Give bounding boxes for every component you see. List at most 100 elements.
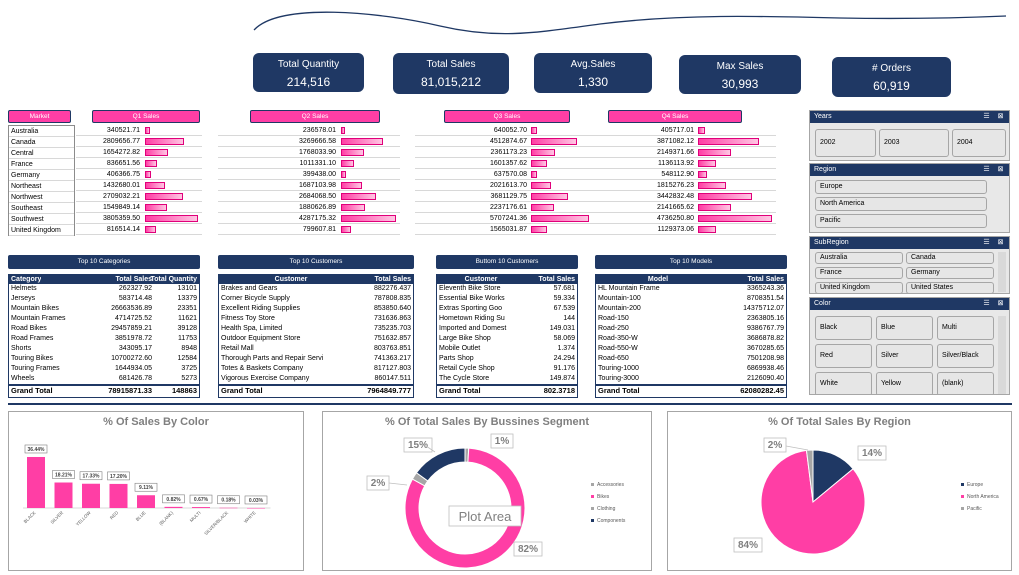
table-row[interactable]: Touring-3000 2126090.40 bbox=[596, 374, 786, 384]
chart-sales-by-segment[interactable]: % Of Total Sales By Bussines Segment Plo… bbox=[322, 411, 652, 571]
multi-select-icon[interactable]: ☰ bbox=[983, 300, 990, 307]
slicer-item-multi[interactable]: Multi bbox=[937, 316, 994, 340]
table-row[interactable]: Mountain Bikes 26663536.89 23351 bbox=[9, 304, 199, 314]
bar[interactable] bbox=[82, 483, 100, 508]
table-row[interactable]: Road-250 9386767.79 bbox=[596, 324, 786, 334]
table-row[interactable]: Health Spa, Limited 735235.703 bbox=[219, 324, 413, 334]
chart-sales-by-color[interactable]: % Of Sales By Color 36.44% BLACK 18.21% SIL… bbox=[8, 411, 304, 571]
table-row[interactable]: Vigorous Exercise Company 860147.511 bbox=[219, 374, 413, 384]
kpi-label: Avg.Sales bbox=[570, 59, 616, 70]
table-row[interactable]: Touring Frames 1644934.05 3725 bbox=[9, 364, 199, 374]
multi-select-icon[interactable]: ☰ bbox=[983, 239, 990, 246]
slicer-item-white[interactable]: White bbox=[815, 372, 872, 394]
slicer-item-australia[interactable]: Australia bbox=[815, 252, 903, 264]
market-row[interactable]: Southeast bbox=[9, 203, 74, 214]
slicer-item-silver[interactable]: Silver bbox=[876, 344, 933, 368]
bar[interactable] bbox=[27, 456, 45, 508]
table-row[interactable]: Wheels 681426.78 5273 bbox=[9, 374, 199, 384]
pie-slice[interactable] bbox=[805, 449, 814, 503]
table-row[interactable]: Hometown Riding Su 144 bbox=[437, 314, 577, 324]
table-row[interactable]: Mobile Outlet 1.374 bbox=[437, 344, 577, 354]
slicer-item-yellow[interactable]: Yellow bbox=[876, 372, 933, 394]
table-row[interactable]: Thorough Parts and Repair Servi 741363.21… bbox=[219, 354, 413, 364]
slicer-item-silver-black[interactable]: Silver/Black bbox=[937, 344, 994, 368]
slicer-item-2004[interactable]: 2004 bbox=[952, 129, 1006, 157]
multi-select-icon[interactable]: ☰ bbox=[983, 113, 990, 120]
table-row[interactable]: Retail Mall 803763.851 bbox=[219, 344, 413, 354]
table-row[interactable]: Road-150 2363805.16 bbox=[596, 314, 786, 324]
slicer-item-black[interactable]: Black bbox=[815, 316, 872, 340]
slicer-item-europe[interactable]: Europe bbox=[815, 180, 987, 194]
bar[interactable] bbox=[247, 507, 265, 509]
table-row[interactable]: Corner Bicycle Supply 787808.835 bbox=[219, 294, 413, 304]
slicer-item-germany[interactable]: Germany bbox=[906, 267, 994, 279]
table-row[interactable]: Mountain-200 14375712.07 bbox=[596, 304, 786, 314]
table-row[interactable]: Fitness Toy Store 731636.863 bbox=[219, 314, 413, 324]
table-row[interactable]: Imported and Domest 149.031 bbox=[437, 324, 577, 334]
slicer-item-blank[interactable]: (blank) bbox=[937, 372, 994, 394]
bar[interactable] bbox=[164, 506, 183, 508]
bar[interactable] bbox=[109, 483, 128, 508]
clear-filter-icon[interactable]: ⊠ bbox=[997, 239, 1004, 246]
table-row[interactable]: Touring Bikes 10700272.60 12584 bbox=[9, 354, 199, 364]
table-row[interactable]: Helmets 262327.92 13101 bbox=[9, 284, 199, 294]
table-row[interactable]: Road Bikes 29457859.21 39128 bbox=[9, 324, 199, 334]
chart-sales-by-region[interactable]: % Of Total Sales By Region 14% 84% 2% Europ… bbox=[667, 411, 1012, 571]
table-row[interactable]: Shorts 343095.17 8948 bbox=[9, 344, 199, 354]
slicer-scrollbar[interactable] bbox=[998, 252, 1006, 292]
table-row[interactable]: Eleventh Bike Store 57.681 bbox=[437, 284, 577, 294]
slicer-item-red[interactable]: Red bbox=[815, 344, 872, 368]
market-row[interactable]: Northeast bbox=[9, 181, 74, 192]
clear-filter-icon[interactable]: ⊠ bbox=[997, 300, 1004, 307]
table-cell: Excellent Riding Supplies bbox=[221, 305, 300, 312]
market-row[interactable]: United Kingdom bbox=[9, 225, 74, 236]
table-row[interactable]: Touring-1000 6869938.46 bbox=[596, 364, 786, 374]
table-row[interactable]: Mountain Frames 4714725.52 11621 bbox=[9, 314, 199, 324]
table-row[interactable]: Brakes and Gears 882276.437 bbox=[219, 284, 413, 294]
slicer-item-blue[interactable]: Blue bbox=[876, 316, 933, 340]
market-row[interactable]: Australia bbox=[9, 126, 74, 137]
bar[interactable] bbox=[192, 507, 210, 508]
table-row[interactable]: Parts Shop 24.294 bbox=[437, 354, 577, 364]
slicer-item-france[interactable]: France bbox=[815, 267, 903, 279]
bar[interactable] bbox=[137, 495, 155, 508]
slicer-item-pacific[interactable]: Pacific bbox=[815, 214, 987, 228]
market-row[interactable]: Central bbox=[9, 148, 74, 159]
table-row[interactable]: Road-650 7501208.98 bbox=[596, 354, 786, 364]
market-row[interactable]: France bbox=[9, 159, 74, 170]
slicer-item-north-america[interactable]: North America bbox=[815, 197, 987, 211]
table-row[interactable]: Road-350-W 3686878.82 bbox=[596, 334, 786, 344]
multi-select-icon[interactable]: ☰ bbox=[983, 166, 990, 173]
slicer-item-2002[interactable]: 2002 bbox=[815, 129, 876, 157]
plot-area-tooltip bbox=[448, 505, 522, 527]
market-row[interactable]: Southwest bbox=[9, 214, 74, 225]
table-row[interactable]: Outdoor Equipment Store 751632.857 bbox=[219, 334, 413, 344]
table-row[interactable]: Extras Sporting Goo 67.539 bbox=[437, 304, 577, 314]
table-row[interactable]: Excellent Riding Supplies 853850.640 bbox=[219, 304, 413, 314]
table-row[interactable]: Retail Cycle Shop 91.176 bbox=[437, 364, 577, 374]
table-row[interactable]: Jerseys 583714.48 13379 bbox=[9, 294, 199, 304]
slicer-item-2003[interactable]: 2003 bbox=[879, 129, 949, 157]
table-row[interactable]: Road Frames 3851978.72 11753 bbox=[9, 334, 199, 344]
market-row[interactable]: Germany bbox=[9, 170, 74, 181]
clear-filter-icon[interactable]: ⊠ bbox=[997, 113, 1004, 120]
slicer-item-united-kingdom[interactable]: United Kingdom bbox=[815, 282, 903, 293]
table-row[interactable]: The Cycle Store 149.874 bbox=[437, 374, 577, 384]
slicer-item-united-states[interactable]: United States bbox=[906, 282, 994, 293]
table-row[interactable]: HL Mountain Frame 3365243.36 bbox=[596, 284, 786, 294]
table-row[interactable]: Totes & Baskets Company 817127.803 bbox=[219, 364, 413, 374]
bar[interactable] bbox=[219, 507, 238, 509]
table-row[interactable]: Large Bike Shop 58.069 bbox=[437, 334, 577, 344]
slicer-item-canada[interactable]: Canada bbox=[906, 252, 994, 264]
table-row[interactable]: Road-550-W 3670285.65 bbox=[596, 344, 786, 354]
slicer-scrollbar[interactable] bbox=[998, 316, 1006, 394]
bar[interactable] bbox=[54, 482, 73, 508]
donut-slice[interactable] bbox=[415, 447, 466, 482]
table-row[interactable]: Essential Bike Works 59.334 bbox=[437, 294, 577, 304]
table-row[interactable]: Mountain-100 8708351.54 bbox=[596, 294, 786, 304]
data-label: 1% bbox=[495, 436, 510, 447]
market-row[interactable]: Canada bbox=[9, 137, 74, 148]
market-row[interactable]: Northwest bbox=[9, 192, 74, 203]
clear-filter-icon[interactable]: ⊠ bbox=[997, 166, 1004, 173]
pie-slice[interactable] bbox=[760, 449, 866, 555]
